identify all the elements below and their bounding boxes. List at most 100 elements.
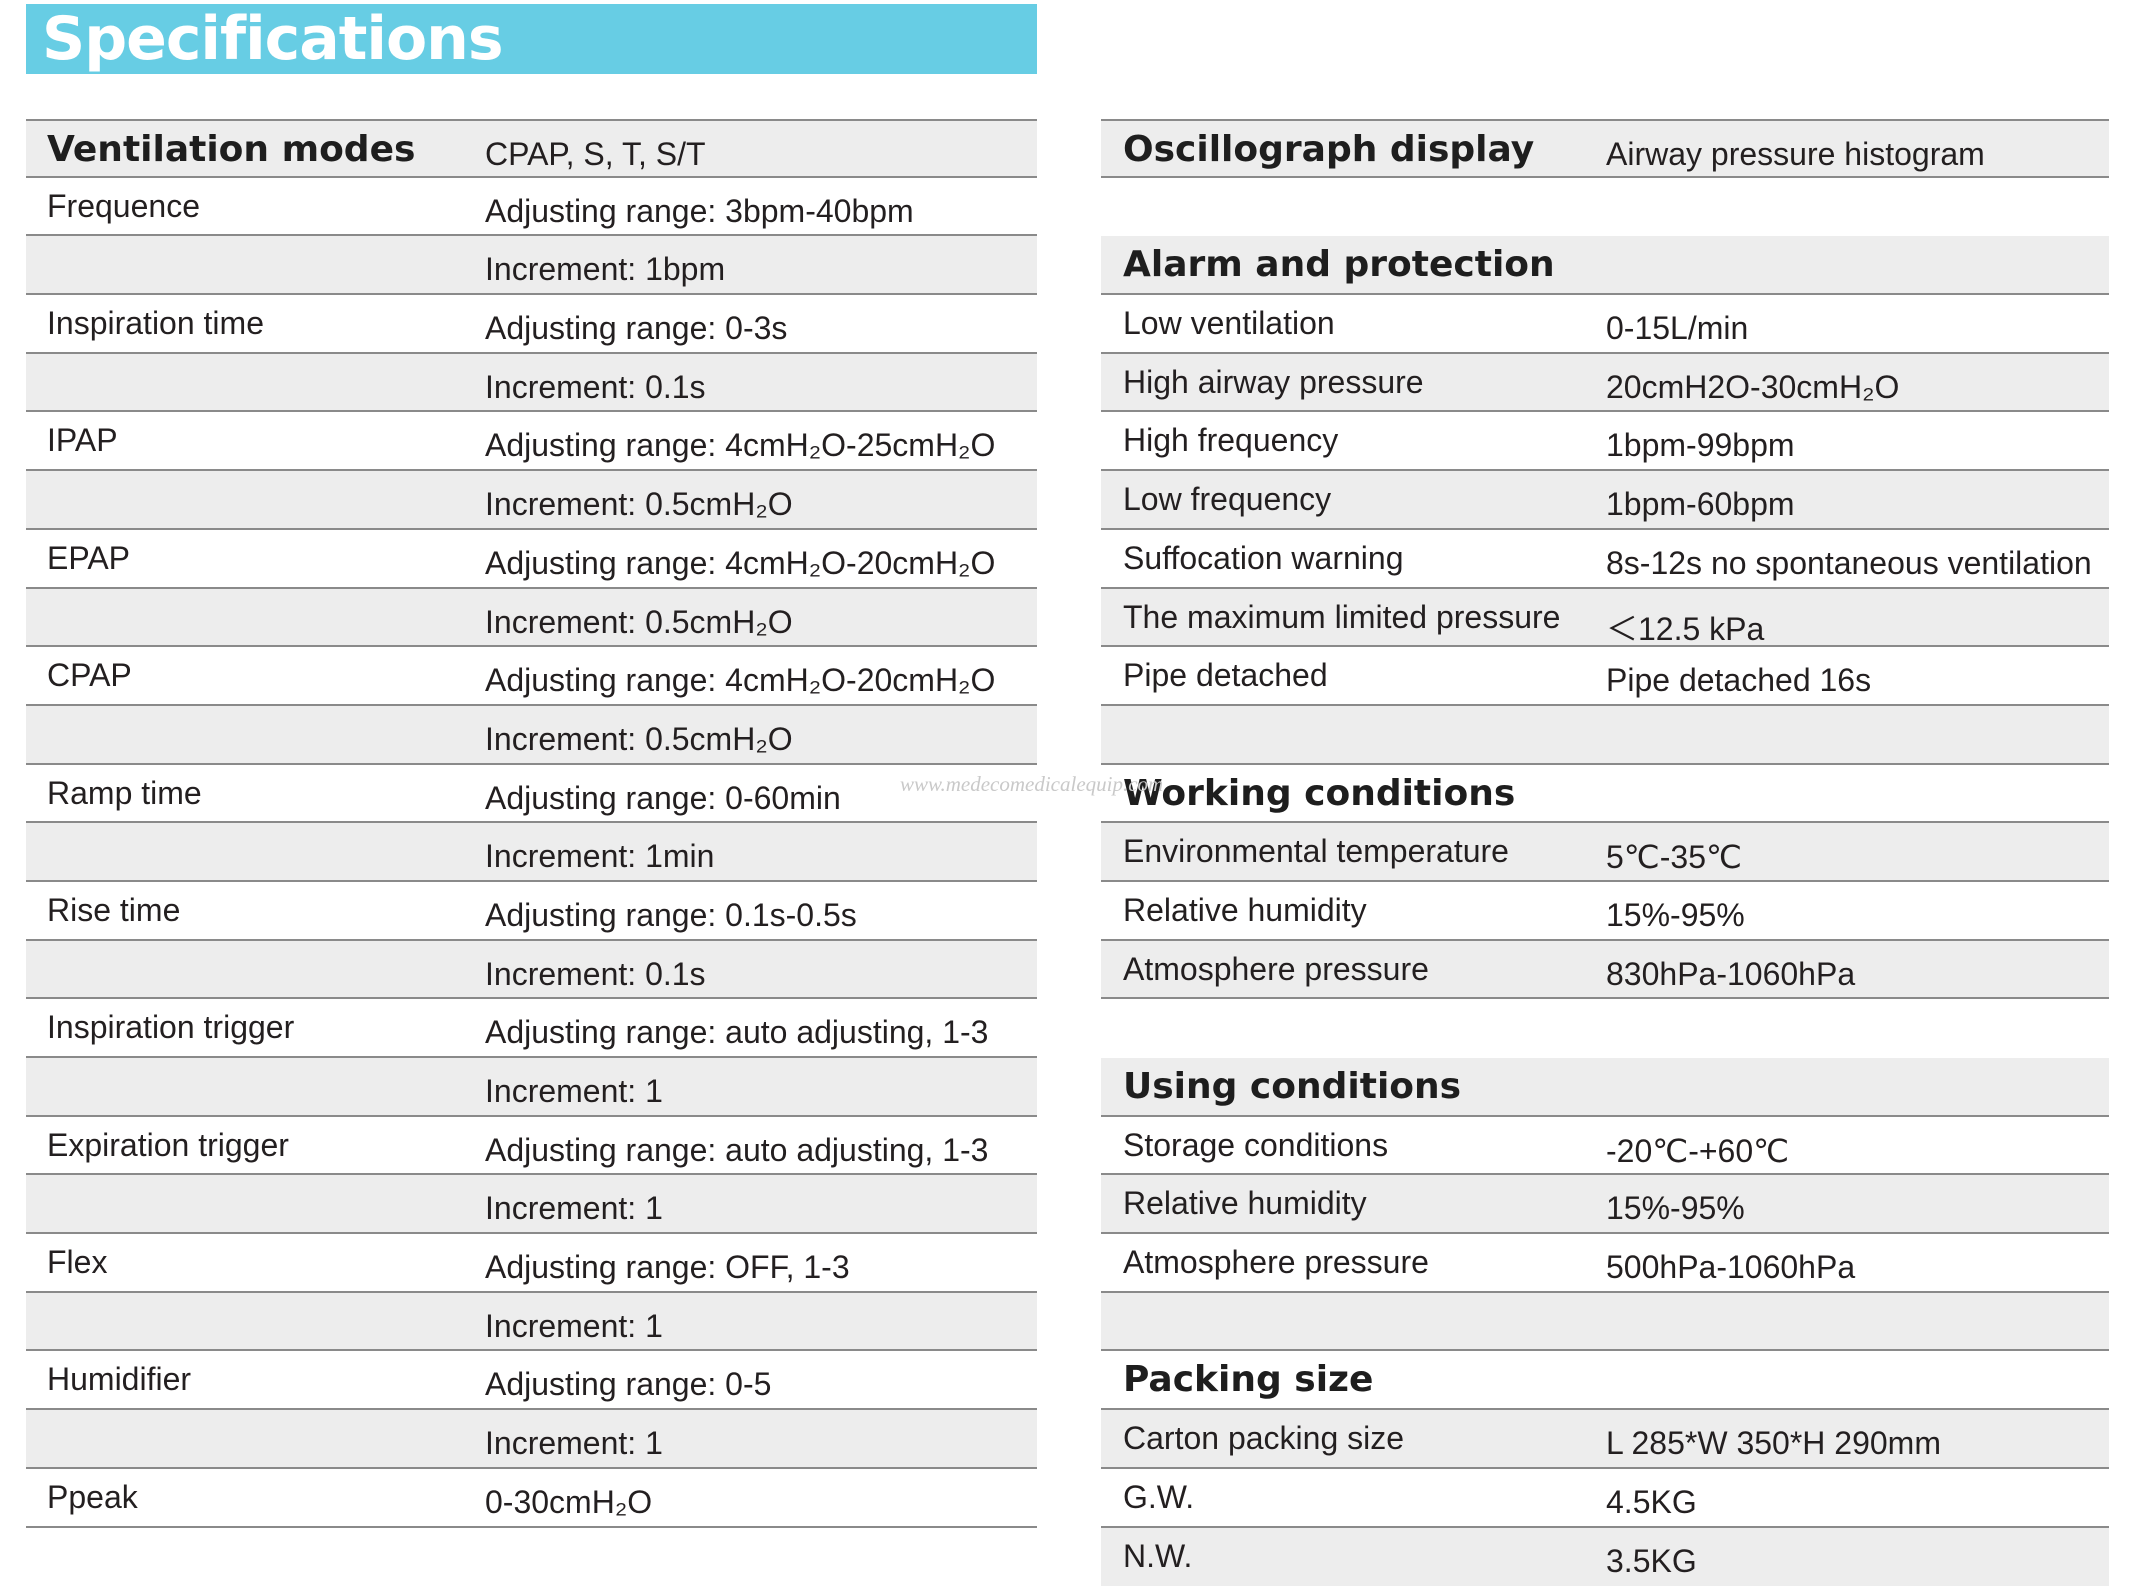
spec-value: Adjusting range: 4cmH₂O-20cmH₂O (485, 662, 995, 699)
spec-label: High airway pressure (1123, 364, 1424, 401)
spec-value: Adjusting range: OFF, 1-3 (485, 1249, 850, 1286)
spec-value: Increment: 1bpm (485, 251, 725, 288)
right-spec-row: Storage conditions-20℃-+60℃ (1101, 1117, 2109, 1176)
left-spec-row: Frequence Adjusting range: 3bpm-40bpm (26, 178, 1037, 237)
spec-value: 830hPa-1060hPa (1606, 956, 1855, 993)
right-spec-row: Atmosphere pressure 830hPa-1060hPa (1101, 941, 2109, 1000)
left-spec-row: Increment: 0.5cmH₂O (26, 589, 1037, 648)
right-spec-row (1101, 999, 2109, 1058)
right-spec-row: Oscillograph display Airway pressure hist… (1101, 119, 2109, 178)
spec-label: Suffocation warning (1123, 540, 1403, 577)
spec-label: Atmosphere pressure (1123, 951, 1429, 988)
spec-label: Expiration trigger (47, 1127, 289, 1164)
left-spec-row: Increment: 0.1s (26, 354, 1037, 413)
spec-value: 5℃-35℃ (1606, 838, 1742, 876)
spec-label: High frequency (1123, 422, 1338, 459)
right-spec-row (1101, 178, 2109, 237)
spec-label: Relative humidity (1123, 892, 1367, 929)
left-spec-row: CPAP Adjusting range: 4cmH₂O-20cmH₂O (26, 647, 1037, 706)
spec-value: Increment: 0.1s (485, 369, 706, 406)
section-heading: Using conditions (1123, 1066, 1461, 1107)
spec-value: Airway pressure histogram (1606, 136, 1985, 173)
spec-label: Frequence (47, 188, 200, 225)
spec-value: Adjusting range: 0-60min (485, 780, 841, 817)
spec-label: Low ventilation (1123, 305, 1335, 342)
spec-value: 8s-12s no spontaneous ventilation (1606, 545, 2092, 582)
spec-value: Adjusting range: 4cmH₂O-25cmH₂O (485, 427, 995, 464)
spec-value: 4.5KG (1606, 1484, 1697, 1521)
section-heading: Alarm and protection (1123, 244, 1555, 285)
right-spec-row: Low frequency 1bpm-60bpm (1101, 471, 2109, 530)
page-title: Specifications (42, 4, 503, 74)
right-spec-row: The maximum limited pressure ＜12.5 kPa (1101, 589, 2109, 648)
spec-value: Increment: 0.5cmH₂O (485, 486, 793, 523)
spec-value: Adjusting range: 4cmH₂O-20cmH₂O (485, 545, 995, 582)
spec-value: Increment: 1min (485, 838, 714, 875)
spec-value: 20cmH2O-30cmH₂O (1606, 369, 1899, 406)
right-spec-row: Low ventilation 0-15L/min (1101, 295, 2109, 354)
right-spec-row (1101, 706, 2109, 765)
left-spec-row: Increment: 1 (26, 1410, 1037, 1469)
right-spec-table: Oscillograph display Airway pressure hist… (1101, 119, 2109, 1586)
spec-label: Inspiration trigger (47, 1009, 294, 1046)
spec-label: Ramp time (47, 775, 202, 812)
specifications-banner: Specifications (26, 4, 1037, 74)
spec-value: 0-15L/min (1606, 310, 1748, 347)
section-heading: Oscillograph display (1123, 129, 1534, 170)
spec-label: Ppeak (47, 1479, 138, 1516)
spec-value: Increment: 1 (485, 1190, 663, 1227)
spec-label: CPAP (47, 657, 132, 694)
spec-value: 1bpm-60bpm (1606, 486, 1795, 523)
spec-value: L 285*W 350*H 290mm (1606, 1425, 1941, 1462)
spec-value: 3.5KG (1606, 1543, 1697, 1580)
spec-value: 0-30cmH₂O (485, 1484, 652, 1521)
spec-label: EPAP (47, 540, 130, 577)
spec-value: Adjusting range: auto adjusting, 1-3 (485, 1132, 988, 1169)
left-spec-row: Ppeak 0-30cmH₂O (26, 1469, 1037, 1528)
spec-label: Inspiration time (47, 305, 264, 342)
spec-label: Low frequency (1123, 481, 1331, 518)
left-spec-row: Increment: 1 (26, 1058, 1037, 1117)
spec-label: IPAP (47, 422, 118, 459)
right-spec-row: Suffocation warning 8s-12s no spontaneous… (1101, 530, 2109, 589)
spec-value: Adjusting range: auto adjusting, 1-3 (485, 1014, 988, 1051)
spec-value: Increment: 1 (485, 1425, 663, 1462)
left-spec-row: Flex Adjusting range: OFF, 1-3 (26, 1234, 1037, 1293)
left-spec-row: IPAP Adjusting range: 4cmH₂O-25cmH₂O (26, 412, 1037, 471)
spec-value: ＜12.5 kPa (1606, 604, 1764, 650)
spec-value: Adjusting range: 0.1s-0.5s (485, 897, 857, 934)
spec-value: Adjusting range: 0-3s (485, 310, 787, 347)
spec-label: Pipe detached (1123, 657, 1328, 694)
left-spec-row: Increment: 1bpm (26, 236, 1037, 295)
spec-label: Flex (47, 1244, 107, 1281)
right-spec-row (1101, 1293, 2109, 1352)
spec-label: Environmental temperature (1123, 833, 1509, 870)
spec-value: Increment: 1 (485, 1308, 663, 1345)
left-spec-row: Increment: 1min (26, 823, 1037, 882)
spec-label: The maximum limited pressure (1123, 599, 1560, 636)
spec-value: Increment: 1 (485, 1073, 663, 1110)
right-spec-row: Pipe detached Pipe detached 16s (1101, 647, 2109, 706)
right-spec-row: Working conditions (1101, 765, 2109, 824)
right-spec-row: G.W. 4.5KG (1101, 1469, 2109, 1528)
left-spec-row: Increment: 0.5cmH₂O (26, 471, 1037, 530)
left-spec-row: Increment: 0.1s (26, 941, 1037, 1000)
left-spec-row: Ramp time Adjusting range: 0-60min (26, 765, 1037, 824)
left-spec-row: Increment: 1 (26, 1175, 1037, 1234)
section-heading: Ventilation modes (47, 129, 415, 170)
spec-label: G.W. (1123, 1479, 1194, 1516)
section-heading: Working conditions (1123, 773, 1515, 814)
left-spec-row: Increment: 0.5cmH₂O (26, 706, 1037, 765)
spec-value: Pipe detached 16s (1606, 662, 1871, 699)
left-spec-row: Increment: 1 (26, 1293, 1037, 1352)
spec-value: Adjusting range: 3bpm-40bpm (485, 193, 914, 230)
